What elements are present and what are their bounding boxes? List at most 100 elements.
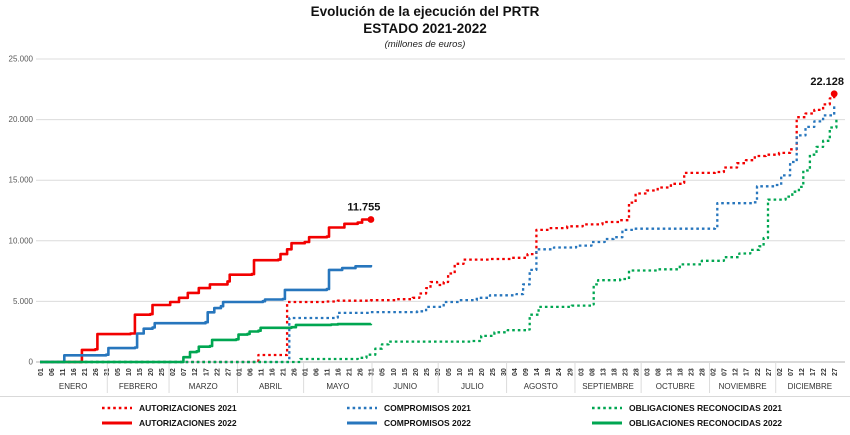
x-axis-day-tick-label: 20	[413, 368, 420, 376]
x-axis-day-tick-label: 11	[325, 368, 332, 376]
x-axis-day-tick-label: 12	[799, 368, 806, 376]
legend-column: AUTORIZACIONES 2021 AUTORIZACIONES 2022	[100, 402, 237, 428]
y-axis-tick-label: 20.000	[9, 115, 34, 124]
legend-item: AUTORIZACIONES 2022	[100, 417, 237, 428]
x-axis-day-tick-label: 01	[38, 368, 45, 376]
x-axis-day-tick-label: 05	[115, 368, 122, 376]
x-axis-day-tick-label: 21	[281, 368, 288, 376]
x-axis-month-label: MARZO	[189, 382, 218, 391]
x-axis-day-tick-label: 29	[567, 368, 574, 376]
legend-label: OBLIGACIONES RECONOCIDAS 2022	[629, 417, 783, 428]
x-axis-day-tick-label: 04	[512, 368, 519, 376]
legend-item: OBLIGACIONES RECONOCIDAS 2022	[590, 417, 782, 428]
x-axis-day-tick-label: 18	[678, 368, 685, 376]
series-line-obligaciones-reconocidas-2021	[40, 119, 838, 364]
series-end-value-label: 22.128	[810, 76, 844, 88]
legend-item: AUTORIZACIONES 2021	[100, 402, 237, 413]
x-axis-day-tick-label: 22	[821, 368, 828, 376]
chart-title: Evolución de la ejecución del PRTR	[310, 4, 540, 19]
series-line-compromisos-2021	[40, 106, 836, 364]
legend-swatch-solid-line	[102, 421, 132, 424]
series-end-marker	[830, 90, 838, 98]
y-axis-tick-label: 5.000	[13, 297, 34, 306]
x-axis-day-tick-label: 20	[148, 368, 155, 376]
x-axis-day-tick-label: 10	[126, 368, 133, 376]
x-axis-day-tick-label: 17	[744, 368, 751, 376]
x-axis-day-tick-label: 03	[578, 368, 585, 376]
x-axis-day-tick-label: 18	[611, 368, 618, 376]
x-axis-month-label: AGOSTO	[524, 382, 558, 391]
legend-swatch-dotted-line	[592, 406, 622, 409]
legend-column: COMPROMISOS 2021 COMPROMISOS 2022	[345, 402, 471, 428]
legend-swatch-dotted-line	[102, 406, 132, 409]
x-axis-day-tick-label: 12	[733, 368, 740, 376]
x-axis-day-tick-label: 07	[181, 368, 188, 376]
x-axis-day-tick-label: 07	[722, 368, 729, 376]
legend-swatch-solid-line	[592, 421, 622, 424]
x-axis-day-tick-label: 11	[258, 368, 265, 376]
x-axis-day-tick-label: 20	[479, 368, 486, 376]
x-axis-month-label: OCTUBRE	[656, 382, 695, 391]
x-axis-month-label: FEBRERO	[119, 382, 158, 391]
x-axis-day-tick-label: 25	[424, 368, 431, 376]
chart-subtitle: ESTADO 2021-2022	[363, 20, 487, 36]
x-axis-day-tick-label: 05	[380, 368, 387, 376]
legend-label: AUTORIZACIONES 2022	[139, 417, 237, 428]
legend-label: OBLIGACIONES RECONOCIDAS 2021	[629, 402, 783, 413]
x-axis-day-tick-label: 25	[490, 368, 497, 376]
legend-label: AUTORIZACIONES 2021	[139, 402, 237, 413]
x-axis-day-tick-label: 12	[192, 368, 199, 376]
x-axis-day-tick-label: 16	[71, 368, 78, 376]
x-axis-day-tick-label: 25	[159, 368, 166, 376]
x-axis-day-tick-label: 02	[777, 368, 784, 376]
series-line-compromisos-2022	[40, 265, 373, 364]
x-axis-day-tick-label: 16	[336, 368, 343, 376]
legend-item: OBLIGACIONES RECONOCIDAS 2021	[590, 402, 782, 413]
series-end-value-label: 11.755	[347, 202, 380, 214]
legend-swatch-solid-line	[347, 421, 377, 424]
series-end-marker	[367, 216, 375, 223]
x-axis-month-label: MAYO	[326, 382, 349, 391]
legend-item: COMPROMISOS 2022	[345, 417, 471, 428]
x-axis-day-tick-label: 03	[645, 368, 652, 376]
x-axis-day-tick-label: 19	[545, 368, 552, 376]
x-axis-day-tick-label: 09	[523, 368, 530, 376]
x-axis-day-tick-label: 13	[600, 368, 607, 376]
x-axis-month-label: ENERO	[59, 382, 87, 391]
x-axis-month-label: DICIEMBRE	[788, 382, 832, 391]
x-axis-day-tick-label: 26	[292, 368, 299, 376]
x-axis-day-tick-label: 26	[93, 368, 100, 376]
x-axis-day-tick-label: 10	[457, 368, 464, 376]
x-axis-day-tick-label: 08	[589, 368, 596, 376]
x-axis-day-tick-label: 07	[788, 368, 795, 376]
x-axis-day-tick-label: 16	[269, 368, 276, 376]
x-axis-day-tick-label: 14	[534, 368, 541, 376]
x-axis-day-tick-label: 15	[137, 368, 144, 376]
legend-column: OBLIGACIONES RECONOCIDAS 2021 OBLIGACIONE…	[590, 402, 782, 428]
x-axis-day-tick-label: 02	[170, 368, 177, 376]
y-axis-tick-label: 25.000	[9, 55, 34, 64]
x-axis-day-tick-label: 23	[622, 368, 629, 376]
x-axis-day-tick-label: 17	[810, 368, 817, 376]
x-axis-month-label: JULIO	[461, 382, 484, 391]
chart-units-note: (millones de euros)	[384, 38, 466, 50]
x-axis-day-tick-label: 22	[214, 368, 221, 376]
y-axis-tick-label: 0	[29, 358, 34, 367]
x-axis-day-tick-label: 27	[832, 368, 839, 376]
y-axis-tick-label: 15.000	[9, 176, 34, 185]
x-axis-month-label: JUNIO	[393, 382, 417, 391]
legend-label: COMPROMISOS 2022	[384, 417, 471, 428]
title-block: Evolución de la ejecución del PRTR ESTAD…	[0, 4, 850, 51]
legend-label: COMPROMISOS 2021	[384, 402, 471, 413]
x-axis-day-tick-label: 28	[633, 368, 640, 376]
x-axis-day-tick-label: 01	[236, 368, 243, 376]
x-axis-month-label: SEPTIEMBRE	[582, 382, 634, 391]
x-axis-day-tick-label: 06	[49, 368, 56, 376]
x-axis-day-tick-label: 13	[667, 368, 674, 376]
x-axis-day-tick-label: 06	[247, 368, 254, 376]
x-axis-month-label: NOVIEMBRE	[719, 382, 767, 391]
x-axis-day-tick-label: 28	[700, 368, 707, 376]
series-line-autorizaciones-2021	[40, 93, 836, 364]
x-axis-day-tick-label: 21	[82, 368, 89, 376]
x-axis-day-tick-label: 10	[391, 368, 398, 376]
